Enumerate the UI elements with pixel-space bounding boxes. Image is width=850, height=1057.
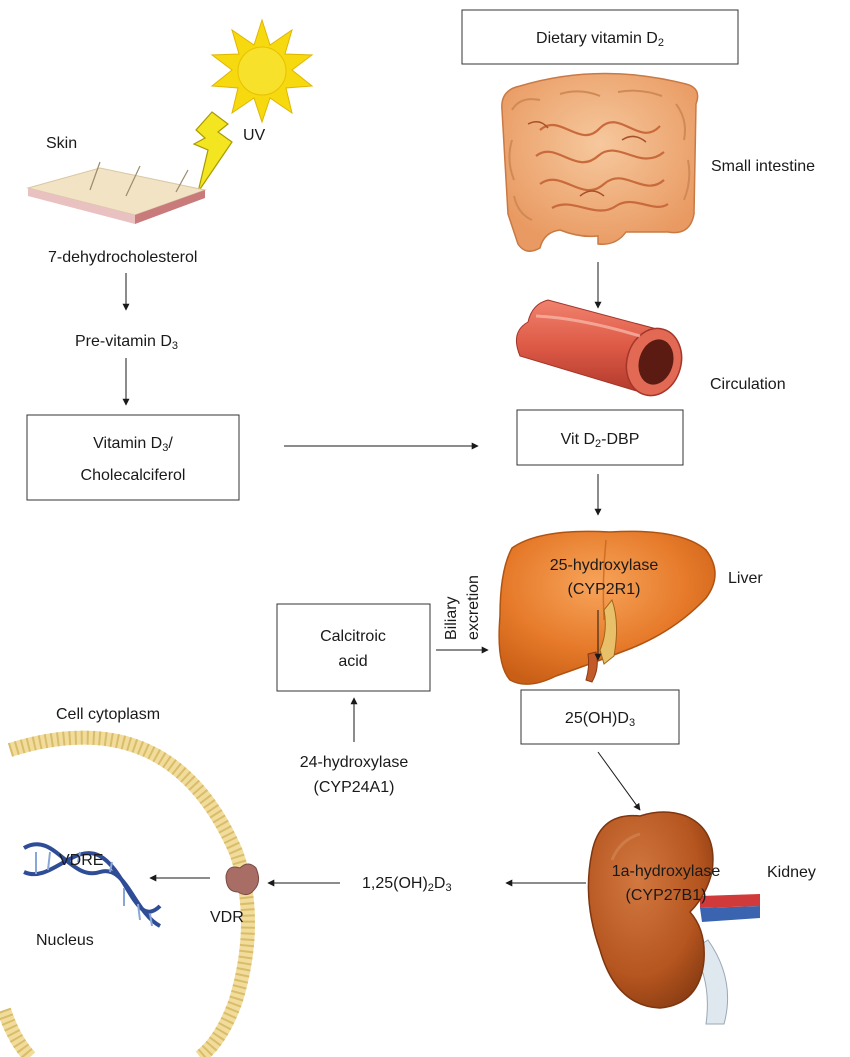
cyp24a1-label: (CYP24A1) — [314, 779, 395, 796]
25-oh-d3-label: 25(OH)D3 — [565, 710, 635, 729]
kidney-label: Kidney — [767, 864, 816, 881]
liver-icon — [498, 530, 716, 685]
previtamin-d3-label: Pre-vitamin D3 — [75, 333, 178, 352]
circulation-label: Circulation — [710, 376, 786, 393]
vitamin-d3-label: Vitamin D3/ — [93, 435, 173, 454]
vdre-label: VDRE — [59, 852, 103, 869]
cell-membrane-icon — [0, 730, 255, 1057]
cyp27b1-label: (CYP27B1) — [626, 887, 707, 904]
hydroxylase-25-label: 25-hydroxylase — [550, 557, 659, 574]
arrow-25ohd3-to-kidney — [597, 751, 641, 811]
small-intestine-label: Small intestine — [711, 158, 815, 175]
acid-label: acid — [338, 653, 367, 670]
vitamin-d3-box — [26, 414, 240, 501]
calcitroic-label: Calcitroic — [320, 628, 386, 645]
cyp2r1-label: (CYP2R1) — [568, 581, 641, 598]
vdr-receptor-icon — [225, 863, 260, 896]
kidney-icon — [587, 811, 760, 1025]
calcitriol-label: 1,25(OH)2D3 — [362, 875, 452, 894]
nucleus-label: Nucleus — [36, 932, 94, 949]
hydroxylase-24-label: 24-hydroxylase — [300, 754, 409, 771]
sun-icon — [210, 18, 314, 124]
skin-icon — [26, 161, 207, 224]
dietary-vitamin-d2-label: Dietary vitamin D2 — [536, 30, 664, 49]
dna-helix-icon — [22, 842, 162, 928]
blood-vessel-icon — [515, 299, 683, 397]
dietary-vitamin-d2-box — [461, 9, 739, 65]
uv-label: UV — [243, 127, 266, 144]
vit-d2-dbp-box — [516, 409, 684, 466]
calcitroic-acid-box — [276, 603, 431, 692]
liver-label: Liver — [728, 570, 763, 587]
small-intestine-icon — [501, 72, 699, 252]
uv-lightning-icon — [192, 111, 233, 193]
skin-label: Skin — [46, 135, 77, 152]
excretion-label: excretion — [465, 575, 482, 640]
25-oh-d3-box — [520, 689, 680, 745]
dehydrocholesterol-label: 7-dehydrocholesterol — [48, 249, 197, 266]
vdr-label: VDR — [210, 909, 244, 926]
hydroxylase-1a-label: 1a-hydroxylase — [612, 863, 721, 880]
cholecalciferol-label: Cholecalciferol — [81, 467, 186, 484]
vit-d2-dbp-label: Vit D2-DBP — [561, 431, 640, 450]
cell-cytoplasm-label: Cell cytoplasm — [56, 706, 160, 723]
biliary-label: Biliary — [443, 596, 460, 640]
